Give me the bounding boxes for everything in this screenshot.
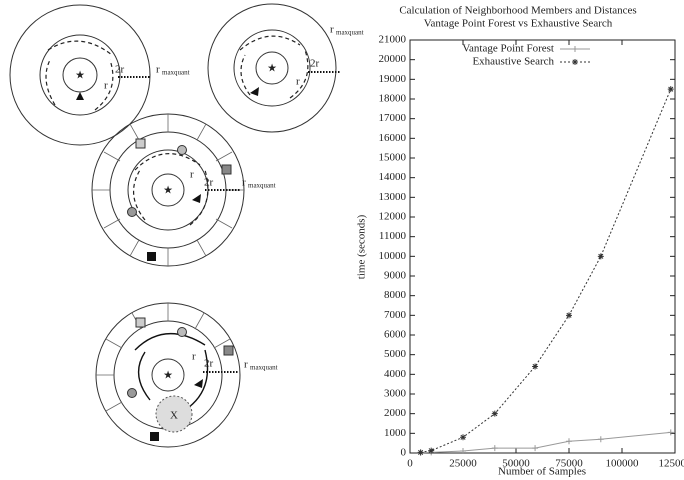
chart-subtitle: Vantage Point Forest vs Exhaustive Searc… bbox=[424, 18, 613, 30]
label-r: r bbox=[190, 169, 194, 181]
point bbox=[532, 363, 539, 370]
y-tick-label: 3000 bbox=[384, 388, 407, 400]
label-rmax: r bbox=[330, 24, 334, 36]
y-tick-label: 18000 bbox=[379, 93, 407, 105]
point bbox=[417, 449, 424, 456]
point bbox=[428, 447, 435, 454]
y-tick-label: 21000 bbox=[379, 34, 407, 46]
label-rmax: r bbox=[156, 64, 160, 76]
label-rmax-sub: maxquant bbox=[248, 182, 276, 190]
point bbox=[566, 312, 572, 319]
diagram-4: ★ 2r r X r maxquant bbox=[95, 302, 278, 448]
plot-frame bbox=[409, 39, 676, 454]
y-tick-label: 12000 bbox=[379, 211, 407, 223]
diagram-2: ★ 2r r r maxquant bbox=[207, 3, 364, 133]
x-tick-label: 50000 bbox=[502, 458, 530, 470]
y-tick-label: 16000 bbox=[379, 132, 407, 144]
x-axis-label: Number of Samples bbox=[498, 466, 586, 478]
chart-title: Calculation of Neighborhood Members and … bbox=[399, 5, 636, 17]
y-tick-label: 4000 bbox=[384, 368, 407, 380]
y-tick-label: 10000 bbox=[379, 250, 407, 262]
label-r: r bbox=[192, 351, 196, 363]
y-tick-label: 9000 bbox=[384, 270, 407, 282]
label-rmax: r bbox=[244, 359, 248, 371]
y-axis-label: time (seconds) bbox=[356, 214, 368, 279]
label-r: r bbox=[104, 80, 108, 92]
series-line bbox=[420, 431, 671, 454]
y-tick-label: 14000 bbox=[379, 171, 407, 183]
point bbox=[491, 410, 498, 417]
label-2r: 2r bbox=[204, 358, 214, 370]
series-line bbox=[420, 88, 672, 453]
x-tick-label: 75000 bbox=[555, 458, 583, 470]
svg-text:★: ★ bbox=[163, 370, 173, 382]
label-2r: 2r bbox=[310, 58, 320, 70]
y-tick-label: 2000 bbox=[384, 407, 407, 419]
label-rmax: r bbox=[242, 177, 246, 189]
y-tick-label: 7000 bbox=[384, 309, 407, 321]
y-tick-label: 13000 bbox=[379, 191, 407, 203]
point bbox=[460, 434, 466, 441]
svg-text:★: ★ bbox=[267, 63, 277, 75]
legend-label: Vantage Point Forest bbox=[462, 43, 554, 55]
label-2r: 2r bbox=[115, 64, 125, 76]
legend-label: Exhaustive Search bbox=[472, 56, 554, 68]
diagram-1: ★ 2r r r maxquant bbox=[9, 4, 190, 146]
label-rmax-sub: maxquant bbox=[336, 29, 364, 37]
point bbox=[667, 429, 674, 436]
y-tick-label: 20000 bbox=[379, 53, 407, 65]
point bbox=[597, 253, 604, 260]
legend-marker bbox=[572, 46, 578, 52]
label-r: r bbox=[296, 76, 300, 88]
label-2r: 2r bbox=[204, 177, 214, 189]
diagram-3: ★ 2r r r maxquant bbox=[91, 113, 276, 267]
y-tick-label: 8000 bbox=[384, 289, 407, 301]
y-tick-label: 6000 bbox=[384, 329, 407, 341]
point bbox=[597, 436, 604, 443]
point bbox=[566, 438, 572, 445]
y-tick-label: 19000 bbox=[379, 73, 407, 85]
x-tick-label: 125000 bbox=[659, 458, 684, 470]
x-tick-label: 0 bbox=[407, 458, 413, 470]
y-tick-label: 11000 bbox=[379, 230, 407, 242]
label-rmax-sub: maxquant bbox=[162, 69, 190, 77]
label-x: X bbox=[170, 410, 178, 422]
point bbox=[491, 445, 498, 452]
x-tick-label: 100000 bbox=[606, 458, 640, 470]
y-tick-label: 1000 bbox=[384, 427, 407, 439]
y-tick-label: 17000 bbox=[379, 112, 407, 124]
y-tick-label: 5000 bbox=[384, 348, 407, 360]
svg-text:★: ★ bbox=[163, 185, 173, 197]
x-tick-label: 25000 bbox=[449, 458, 477, 470]
label-rmax-sub: maxquant bbox=[250, 364, 278, 372]
point bbox=[667, 86, 674, 93]
legend-marker bbox=[572, 59, 578, 65]
point bbox=[460, 448, 466, 455]
y-tick-label: 15000 bbox=[379, 152, 407, 164]
point bbox=[532, 445, 539, 452]
svg-text:★: ★ bbox=[75, 70, 85, 82]
y-tick-label: 0 bbox=[401, 447, 407, 459]
